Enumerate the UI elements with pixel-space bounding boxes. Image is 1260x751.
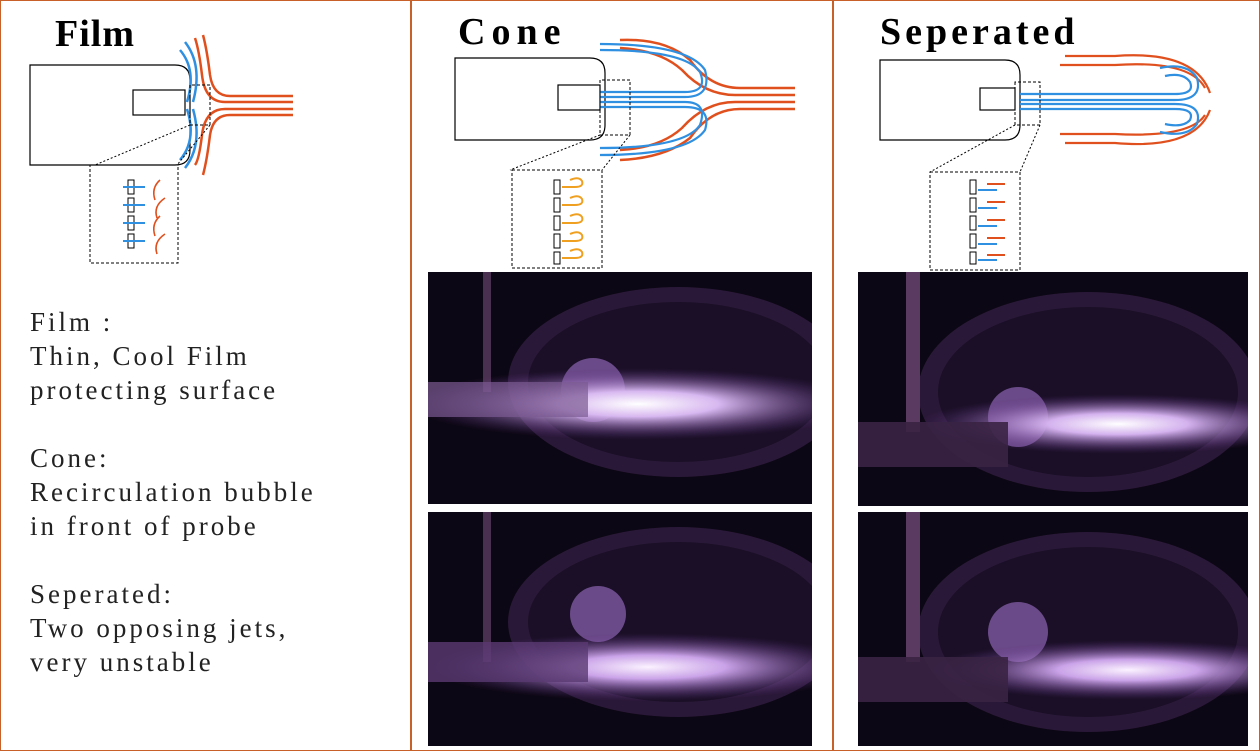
description-line: Thin, Cool Film	[30, 341, 250, 371]
separated-flow-diagram	[879, 54, 1212, 271]
panel-title-film: Film	[55, 13, 135, 55]
mode-descriptions: Film : Thin, Cool Film protecting surfac…	[30, 305, 410, 713]
description-separated: Seperated: Two opposing jets, very unsta…	[30, 577, 410, 679]
description-line: very unstable	[30, 647, 214, 677]
photo-cone-bottom	[428, 512, 812, 746]
cone-flow-diagram	[454, 38, 795, 269]
description-line: Two opposing jets,	[30, 613, 289, 643]
description-heading: Film :	[30, 307, 114, 337]
description-line: in front of probe	[30, 511, 259, 541]
column-divider-1	[410, 0, 412, 751]
description-line: Recirculation bubble	[30, 477, 316, 507]
description-film: Film : Thin, Cool Film protecting surfac…	[30, 305, 410, 407]
photo-separated-bottom	[858, 512, 1248, 746]
panel-title-separated: Seperated	[880, 11, 1079, 53]
description-cone: Cone: Recirculation bubble in front of p…	[30, 441, 410, 543]
photo-separated-top	[858, 272, 1248, 506]
description-heading: Seperated:	[30, 579, 174, 609]
film-flow-diagram	[29, 34, 293, 264]
panel-title-cone: Cone	[458, 11, 567, 53]
description-heading: Cone:	[30, 443, 110, 473]
description-line: protecting surface	[30, 375, 279, 405]
column-divider-2	[832, 0, 834, 751]
photo-cone-top	[428, 272, 812, 504]
